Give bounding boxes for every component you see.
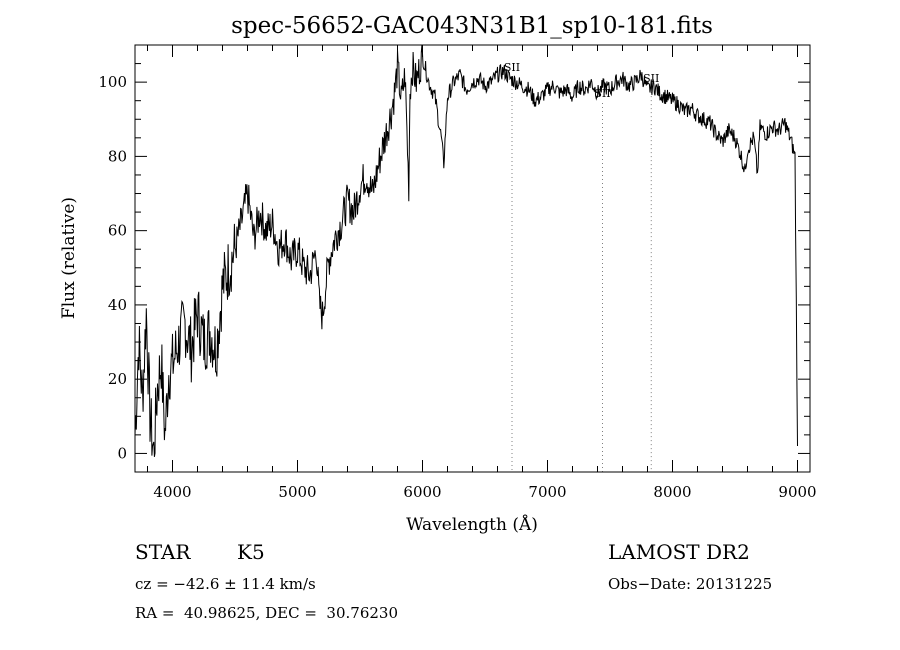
plot-area: 4000 5000 6000 7000 8000 9000020406080100SIIS… xyxy=(98,44,817,501)
x-tick-label: 5000 xyxy=(278,483,316,501)
y-tick-label: 20 xyxy=(108,370,127,388)
y-tick-label: 80 xyxy=(108,147,127,165)
y-tick-label: 40 xyxy=(108,296,127,314)
redshift-velocity: cz = −42.6 ± 11.4 km/s xyxy=(135,575,316,593)
subclass-label: K5 xyxy=(237,540,265,564)
chart-title: spec-56652-GAC043N31B1_sp10-181.fits xyxy=(231,13,713,39)
y-tick-label: 60 xyxy=(108,222,127,240)
observation-date: Obs−Date: 20131225 xyxy=(608,575,773,593)
y-axis-label: Flux (relative) xyxy=(59,197,79,319)
spectrum-line xyxy=(134,44,798,457)
class-label: STAR xyxy=(135,540,191,564)
coordinates: RA = 40.98625, DEC = 30.76230 xyxy=(135,604,399,622)
x-tick-label: 4000 xyxy=(153,483,191,501)
plot-frame xyxy=(134,44,811,473)
x-tick-label: 7000 xyxy=(528,483,566,501)
x-axis-label: Wavelength (Å) xyxy=(406,514,538,535)
y-tick-label: 0 xyxy=(117,444,127,462)
x-tick-label: 6000 xyxy=(403,483,441,501)
survey-label: LAMOST DR2 xyxy=(608,540,750,564)
y-tick-label: 100 xyxy=(98,73,127,91)
x-tick-label: 8000 xyxy=(653,483,691,501)
x-tick-label: 9000 xyxy=(778,483,816,501)
